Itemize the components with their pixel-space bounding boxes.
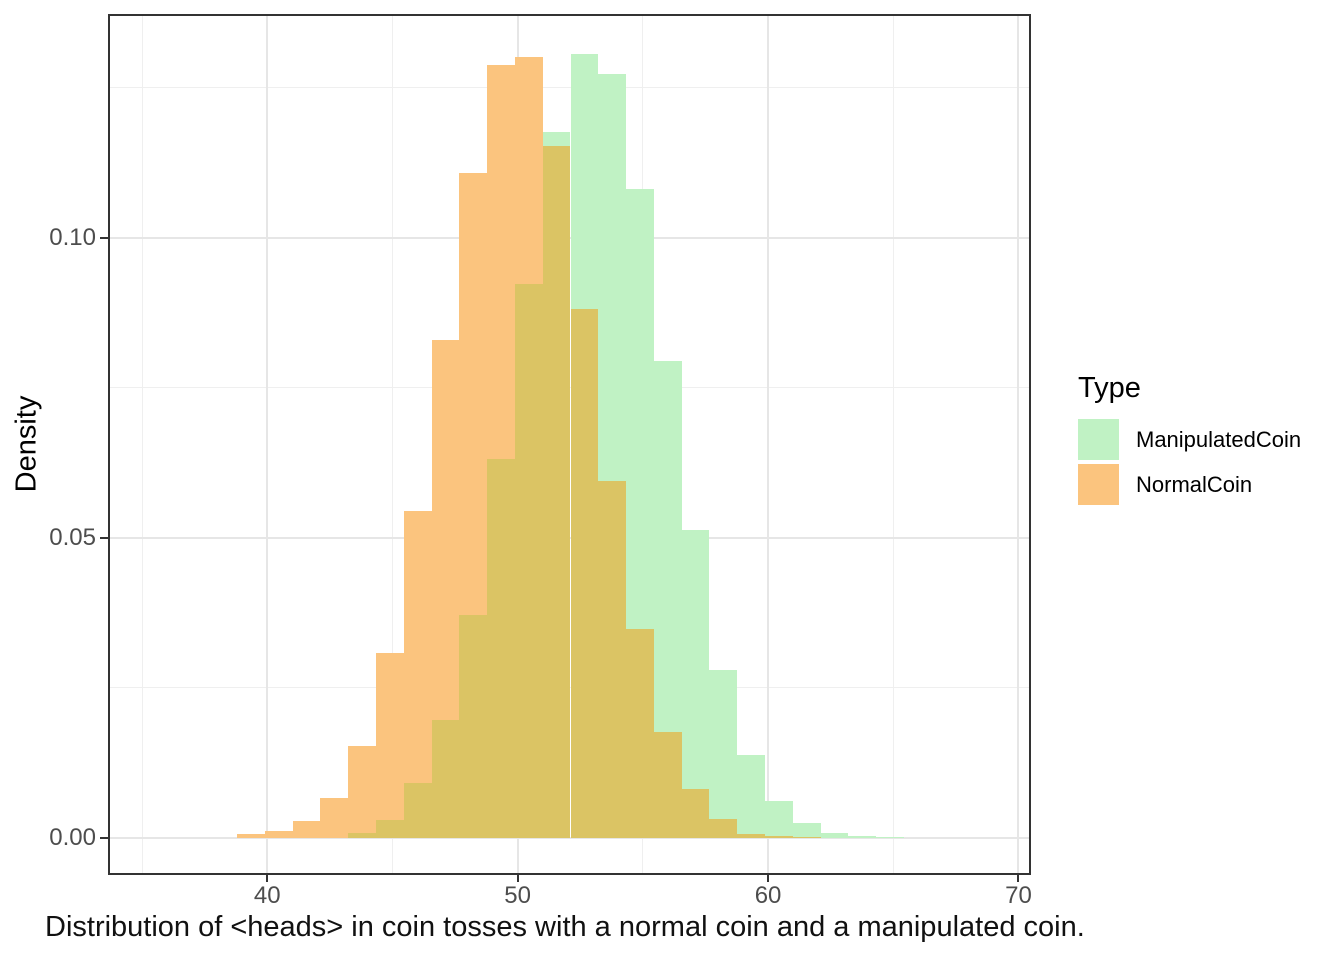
bar-normalcoin <box>348 746 376 838</box>
legend: Type ManipulatedCoin NormalCoin <box>1078 372 1301 509</box>
bar-overlap <box>681 788 710 838</box>
gridline-x-major <box>767 14 770 875</box>
bar-normalcoin <box>292 821 321 838</box>
bar-overlap <box>403 783 432 838</box>
bar-manipulatedcoin <box>820 832 849 838</box>
bar-manipulatedcoin <box>876 836 905 838</box>
bar-overlap <box>542 145 571 838</box>
bar-overlap <box>487 458 515 838</box>
bar-normalcoin <box>320 797 349 838</box>
gridline-x-minor <box>391 14 393 875</box>
bar-overlap <box>570 309 599 838</box>
bar-manipulatedcoin <box>848 835 877 838</box>
y-tick-mark <box>100 236 108 239</box>
bar-overlap <box>626 628 654 838</box>
legend-key-swatch <box>1078 464 1119 505</box>
bar-overlap <box>598 480 627 838</box>
bar-overlap <box>709 819 738 838</box>
histogram-bars-layer <box>108 14 1031 875</box>
gridline-y-minor <box>108 87 1031 89</box>
y-tick-label: 0.00 <box>49 823 96 851</box>
plot-panel <box>108 14 1031 875</box>
x-tick-label: 70 <box>1005 882 1032 909</box>
legend-title: Type <box>1078 372 1141 404</box>
bar-manipulatedcoin <box>681 530 710 838</box>
bar-overlap <box>737 833 766 838</box>
bar-manipulatedcoin <box>765 800 793 838</box>
bar-overlap <box>792 836 821 838</box>
y-tick-label: 0.10 <box>49 223 96 251</box>
bar-overlap <box>431 720 460 838</box>
legend-item-label: ManipulatedCoin <box>1136 426 1302 452</box>
x-tick-mark <box>266 875 269 882</box>
gridline-x-minor <box>892 14 894 875</box>
bar-normalcoin <box>264 831 293 838</box>
bar-overlap <box>375 819 404 838</box>
bar-normalcoin <box>375 653 404 838</box>
caption: Distribution of <heads> in coin tosses w… <box>45 911 1085 943</box>
y-axis-title: Density <box>10 395 43 493</box>
y-tick-label: 0.05 <box>49 523 96 551</box>
bar-manipulatedcoin <box>792 822 821 838</box>
bar-overlap <box>765 835 793 838</box>
gridline-x-major <box>1017 14 1020 875</box>
y-tick-mark <box>100 536 108 539</box>
x-tick-label: 60 <box>754 882 782 909</box>
bar-manipulatedcoin <box>709 669 738 838</box>
bar-normalcoin <box>236 833 265 838</box>
legend-item: ManipulatedCoin <box>1078 419 1301 460</box>
x-tick-mark <box>1017 875 1020 882</box>
bar-overlap <box>348 832 376 838</box>
gridline-x-major <box>266 14 269 875</box>
gridline-y-major <box>108 836 1031 839</box>
legend-item: NormalCoin <box>1078 464 1301 505</box>
bar-overlap <box>514 283 543 838</box>
y-tick-mark <box>100 836 108 839</box>
x-tick-label: 40 <box>253 882 281 909</box>
x-tick-mark <box>767 875 770 882</box>
x-tick-label: 50 <box>504 882 532 909</box>
gridline-x-minor <box>141 14 143 875</box>
legend-key-swatch <box>1078 419 1119 460</box>
bar-manipulatedcoin <box>737 754 766 838</box>
x-tick-mark <box>516 875 519 882</box>
legend-item-label: NormalCoin <box>1136 471 1253 497</box>
legend-items: ManipulatedCoin NormalCoin <box>1078 419 1301 505</box>
bar-overlap <box>459 614 488 838</box>
bar-overlap <box>653 731 682 838</box>
